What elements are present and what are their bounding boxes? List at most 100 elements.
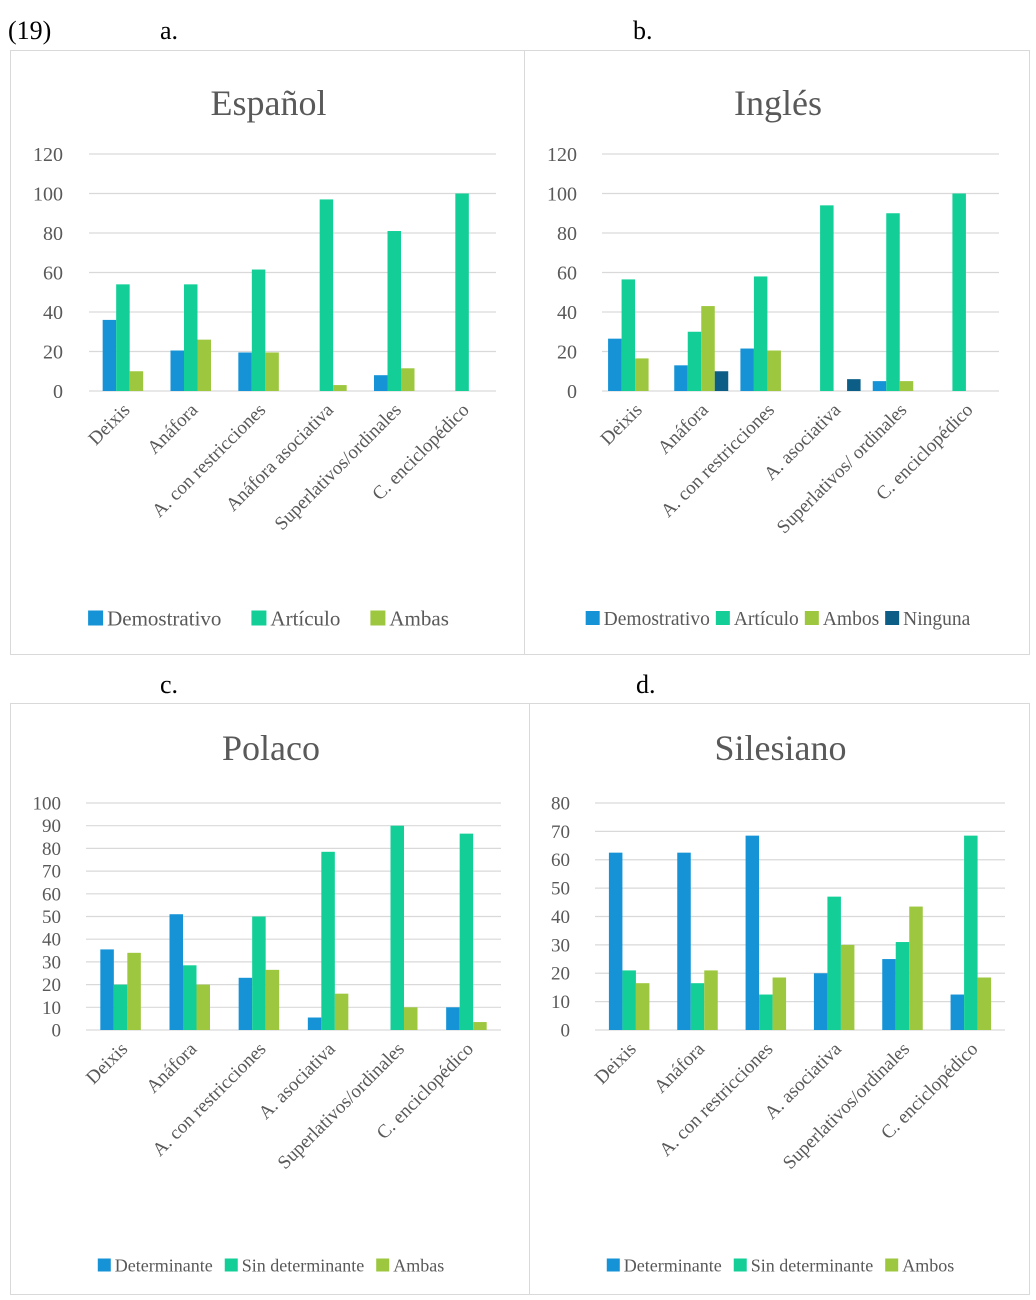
silesiano-y-tick-label: 20 xyxy=(551,964,570,985)
silesiano-x-tick-label: Superlativos/ordinales xyxy=(779,1039,914,1174)
espanol-bar-ambas-anafora xyxy=(197,339,211,391)
polaco-chart-title: Polaco xyxy=(222,728,320,768)
chart-panel-ingles: Inglés 0 20 40 60 80 100 120 Deixis Anáfora A. con… xyxy=(524,50,1030,655)
polaco-bar-determinante-c-enciclopedico xyxy=(446,1007,460,1030)
espanol-bar-demostrativo-anafora xyxy=(170,350,184,391)
espanol-bar-demostrativo-deixis xyxy=(102,319,117,391)
espanol-bar-demostrativo-superlativos-ordinales xyxy=(374,375,388,391)
ingles-legend-label-ambos: Ambos xyxy=(823,609,879,630)
ingles-bar-articulo-c-enciclopedico xyxy=(952,193,966,391)
polaco-x-tick-label: Deixis xyxy=(82,1039,132,1089)
silesiano-legend-label-ambos: Ambos xyxy=(902,1255,954,1275)
ingles-y-tick-label: 40 xyxy=(557,302,577,324)
espanol-x-tick-label: A. con restricciones xyxy=(148,400,270,522)
ingles-bar-demostrativo-deixis xyxy=(608,338,622,391)
ingles-x-tick-label: Anáfora xyxy=(654,399,713,458)
ingles-bar-ambos-superlativos-ordinales xyxy=(899,381,914,391)
espanol-x-tick-label: Anáfora xyxy=(143,399,202,458)
polaco-y-tick-label: 50 xyxy=(42,907,61,928)
espanol-legend-label-demostrativo: Demostrativo xyxy=(107,606,221,630)
ingles-bar-ambos-deixis xyxy=(635,358,649,391)
silesiano-bar-ambos-deixis xyxy=(635,983,650,1030)
polaco-y-tick-label: 30 xyxy=(42,952,61,973)
polaco-legend-label-ambas: Ambas xyxy=(393,1255,444,1275)
polaco-bar-sin-determinante-anafora xyxy=(183,965,197,1030)
silesiano-bar-sin-determinante-a-asociativa xyxy=(827,896,841,1030)
silesiano-x-tick-label: A. con restricciones xyxy=(655,1039,777,1161)
silesiano-y-tick-label: 80 xyxy=(551,793,570,814)
espanol-x-tick-label: Deixis xyxy=(85,400,135,450)
silesiano-bar-determinante-c-enciclopedico xyxy=(950,994,965,1030)
silesiano-y-tick-label: 50 xyxy=(551,879,570,900)
ingles-legend-label-demostrativo: Demostrativo xyxy=(604,609,710,630)
silesiano-x-tick-label: Anáfora xyxy=(650,1038,709,1097)
panel-label-c: c. xyxy=(160,670,179,699)
polaco-y-tick-label: 70 xyxy=(42,862,61,883)
silesiano-y-tick-label: 70 xyxy=(551,822,570,843)
polaco-bar-sin-determinante-deixis xyxy=(113,984,128,1030)
polaco-x-tick-label: Anáfora xyxy=(142,1038,201,1097)
ingles-x-tick-label: Deixis xyxy=(597,400,647,450)
silesiano-legend-label-determinante: Determinante xyxy=(624,1255,722,1275)
ingles-legend: Demostrativo Artículo Ambos Ninguna xyxy=(585,609,971,630)
polaco-bar-ambas-superlativos-ordinales xyxy=(404,1007,418,1030)
espanol-legend-label-ambas: Ambas xyxy=(389,606,449,630)
silesiano-legend-label-sin-determinante: Sin determinante xyxy=(751,1255,873,1275)
espanol-y-tick-label: 80 xyxy=(43,223,63,245)
ingles-bar-articulo-a-asociativa xyxy=(820,205,834,391)
ingles-y-tick-label: 80 xyxy=(557,223,577,245)
ingles-legend-swatch-ninguna xyxy=(885,611,900,625)
silesiano-bar-sin-determinante-anafora xyxy=(690,983,705,1030)
ingles-y-tick-label: 0 xyxy=(567,381,577,403)
chart-panel-polaco: Polaco 0 10 20 30 40 50 60 70 80 90 100 Deixis Anáfor… xyxy=(10,703,530,1295)
silesiano-bar-ambos-a-asociativa xyxy=(840,944,855,1030)
polaco-bar-ambas-a-asociativa xyxy=(334,993,349,1030)
silesiano-y-tick-label: 60 xyxy=(551,850,570,871)
espanol-bar-articulo-c-enciclopedico xyxy=(455,193,469,391)
ingles-x-tick-label: A. con restricciones xyxy=(657,400,779,522)
polaco-legend: Determinante Sin determinante Ambas xyxy=(97,1255,444,1275)
silesiano-y-tick-label: 30 xyxy=(551,935,570,956)
polaco-x-tick-label: Superlativos/ordinales xyxy=(274,1039,409,1174)
polaco-legend-label-determinante: Determinante xyxy=(115,1255,213,1275)
polaco-bar-ambas-anafora xyxy=(196,984,210,1030)
silesiano-legend-swatch-sin-determinante xyxy=(733,1258,747,1272)
ingles-y-tick-label: 100 xyxy=(547,183,577,205)
ingles-legend-label-articulo: Artículo xyxy=(734,609,799,630)
silesiano-y-tick-label: 40 xyxy=(551,907,570,928)
silesiano-bar-sin-determinante-deixis xyxy=(622,970,636,1030)
silesiano-bar-sin-determinante-a-con-restricciones xyxy=(759,994,773,1030)
silesiano-bar-ambos-c-enciclopedico xyxy=(977,977,992,1030)
silesiano-bar-ambos-superlativos-ordinales xyxy=(909,906,923,1030)
ingles-y-tick-label: 20 xyxy=(557,341,577,363)
espanol-bar-ambas-a-con-restricciones xyxy=(265,352,279,391)
espanol-y-tick-label: 100 xyxy=(33,183,63,205)
espanol-legend: Demostrativo Artículo Ambas xyxy=(88,606,449,630)
ingles-bar-articulo-a-con-restricciones xyxy=(753,276,768,391)
espanol-legend-swatch-ambas xyxy=(370,610,386,626)
silesiano-bar-sin-determinante-superlativos-ordinales xyxy=(895,942,910,1030)
polaco-legend-swatch-determinante xyxy=(97,1258,111,1272)
ingles-bar-ambos-anafora xyxy=(701,306,715,391)
espanol-bar-articulo-a-con-restricciones xyxy=(251,269,266,391)
polaco-bar-sin-determinante-c-enciclopedico xyxy=(459,833,474,1030)
polaco-bar-ambas-c-enciclopedico xyxy=(473,1022,487,1030)
polaco-bar-sin-determinante-superlativos-ordinales xyxy=(390,825,404,1030)
polaco-y-tick-label: 10 xyxy=(42,998,61,1019)
silesiano-legend-swatch-determinante xyxy=(606,1258,620,1272)
ingles-bar-articulo-deixis xyxy=(621,279,636,391)
ingles-legend-swatch-demostrativo xyxy=(585,611,600,625)
espanol-bar-ambas-anafora-asociativa xyxy=(333,385,347,391)
polaco-y-tick-label: 90 xyxy=(42,816,61,837)
polaco-legend-label-sin-determinante: Sin determinante xyxy=(242,1255,364,1275)
espanol-legend-label-articulo: Artículo xyxy=(270,606,340,630)
ingles-bar-ninguna-a-asociativa xyxy=(847,379,861,391)
silesiano-bar-ambos-anafora xyxy=(704,970,718,1030)
polaco-y-tick-label: 60 xyxy=(42,884,61,905)
panel-label-d: d. xyxy=(636,670,656,699)
polaco-y-tick-label: 40 xyxy=(42,930,61,951)
espanol-y-tick-label: 60 xyxy=(43,262,63,284)
ingles-y-tick-label: 60 xyxy=(557,262,577,284)
